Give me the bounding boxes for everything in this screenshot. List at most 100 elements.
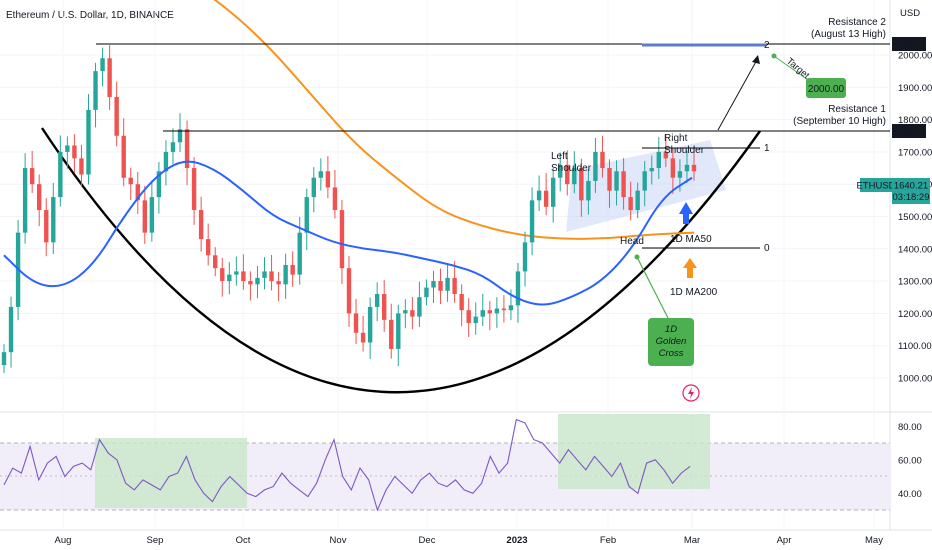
candle-body — [79, 158, 84, 175]
price-tick-label: 1700.00 — [898, 147, 932, 158]
time-tick-label: Oct — [236, 535, 251, 546]
ma50-label: 1D MA50 — [670, 234, 712, 245]
candle-body — [438, 281, 443, 291]
candle-body — [177, 129, 183, 143]
candle-body — [156, 171, 162, 198]
candle-body — [318, 171, 324, 178]
candle-body — [487, 310, 493, 314]
time-tick-label: Aug — [55, 535, 72, 546]
candle-body — [100, 58, 105, 72]
candle-body — [241, 271, 246, 282]
resistance-2-price: 2030.00 — [892, 40, 926, 51]
candle-body — [424, 287, 429, 298]
candle-body — [234, 271, 239, 275]
candle-body — [586, 180, 591, 201]
candle-body — [227, 274, 232, 282]
candle-body — [58, 151, 63, 198]
candle-body — [269, 271, 274, 282]
ma50-path — [3, 160, 693, 306]
ma200-label: 1D MA200 — [670, 287, 718, 298]
candle-body — [466, 310, 471, 324]
time-axis: Aug Sep Oct Nov Dec 2023 Feb Mar Apr May — [55, 535, 884, 546]
candle-body — [205, 239, 211, 256]
resistance-1-price: 1790.00 — [892, 127, 926, 138]
candle-body — [283, 264, 288, 285]
rsi-highlight-box-2 — [558, 414, 710, 489]
candle-body — [565, 164, 570, 185]
candle-body — [107, 58, 112, 97]
price-tick-label: 1100.00 — [898, 341, 932, 352]
rsi-axis: 80.00 60.00 40.00 — [898, 422, 922, 500]
candle-body — [353, 313, 359, 333]
candle-body — [304, 197, 309, 233]
golden-cross-line3: Cross — [659, 348, 684, 359]
target-price-badge — [806, 78, 846, 98]
candle-body — [431, 281, 436, 288]
candle-body — [494, 308, 500, 314]
candle-body — [93, 71, 98, 110]
candle-body — [600, 151, 605, 169]
last-price: 1640.21 — [894, 181, 928, 192]
candle-body — [522, 242, 528, 272]
rsi-line — [3, 418, 691, 512]
candle-body — [191, 168, 197, 211]
candle-body — [656, 151, 661, 169]
candle-body — [198, 210, 204, 240]
candle-body — [550, 177, 556, 207]
candle-body — [22, 168, 28, 233]
time-tick-label: 2023 — [506, 535, 527, 546]
ma50-arrow — [679, 202, 693, 224]
candle-body — [410, 310, 415, 317]
rsi-highlight-box-1 — [95, 438, 247, 508]
candle-body — [8, 306, 14, 353]
candle-body — [367, 306, 373, 343]
candle-body — [403, 310, 408, 314]
golden-cross-pointer — [636, 256, 669, 319]
candle-body — [276, 281, 281, 285]
candle-body — [684, 164, 690, 172]
price-tick-label: 1200.00 — [898, 309, 932, 320]
candle-body — [607, 168, 612, 191]
candle-body — [44, 210, 49, 243]
resistance-1-label: Resistance 1 — [828, 104, 886, 115]
candle-body — [346, 268, 352, 314]
right-shoulder-label-2: Shoulder — [664, 145, 705, 156]
candle-body — [72, 145, 77, 159]
candle-body — [213, 255, 218, 269]
right-shoulder-label: Right — [664, 133, 688, 144]
candle-body — [515, 271, 521, 306]
target-price: 2000.00 — [808, 84, 845, 95]
target-connector — [773, 55, 809, 81]
fib-1-label: 1 — [764, 143, 770, 154]
left-shoulder-label: Left — [551, 151, 568, 162]
candle-body — [635, 190, 640, 211]
rsi-tick-label: 80.00 — [898, 422, 922, 433]
candle-body — [543, 190, 549, 207]
resistance-2-sublabel: (August 13 High) — [811, 29, 886, 40]
candle-body — [501, 308, 507, 311]
candle-body — [290, 264, 295, 275]
candle-body — [65, 145, 70, 152]
candle-body — [445, 277, 450, 291]
currency-label: USD — [900, 8, 920, 19]
fib-2-label: 2 — [764, 40, 770, 51]
time-tick-label: Apr — [777, 535, 792, 546]
candle-body — [452, 277, 457, 295]
candle-body — [614, 171, 619, 191]
candle-body — [114, 96, 119, 136]
candle-body — [121, 135, 126, 178]
candle-body — [262, 271, 267, 278]
candle-body — [459, 294, 464, 311]
candle-body — [142, 200, 148, 233]
price-tick-label: 1300.00 — [898, 277, 932, 288]
ma200-path — [213, 0, 695, 240]
symbol-badge — [860, 178, 892, 192]
target-arrow-head — [752, 55, 760, 64]
candle-body — [572, 168, 577, 185]
chart-title: Ethereum / U.S. Dollar, 1D, BINANCE — [6, 10, 174, 21]
candle-body — [593, 151, 598, 181]
resistance-1-price-badge — [892, 124, 926, 138]
candle-body — [1, 352, 7, 366]
candle-body — [220, 268, 225, 282]
candle-body — [480, 310, 485, 317]
